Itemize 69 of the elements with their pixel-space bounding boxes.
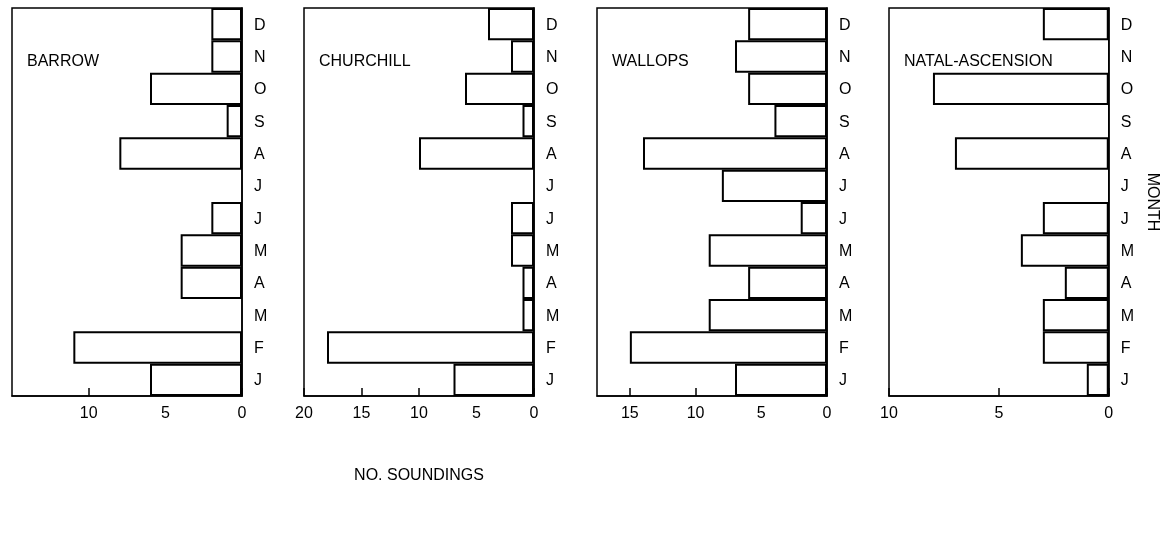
y-tick-label: D bbox=[546, 15, 558, 33]
y-tick-label: M bbox=[546, 306, 560, 324]
y-tick-label: A bbox=[546, 274, 558, 292]
text: WALLOPS bbox=[611, 51, 689, 69]
text: NATAL-ASCENSION bbox=[903, 51, 1053, 69]
y-tick-label: J bbox=[546, 177, 555, 195]
x-tick-label: 0 bbox=[237, 403, 247, 421]
y-tick-label: N bbox=[838, 48, 851, 65]
y-tick-label: D bbox=[838, 15, 851, 33]
y-tick-label: F bbox=[546, 339, 557, 356]
y-axis-title: MONTH bbox=[1144, 172, 1162, 232]
x-tick-label: 5 bbox=[472, 403, 482, 421]
y-tick-label: A bbox=[838, 145, 850, 162]
y-tick-label: M bbox=[838, 306, 852, 324]
y-tick-label: J bbox=[1120, 209, 1129, 227]
y-tick-label: A bbox=[1120, 274, 1132, 292]
x-tick-label: 5 bbox=[160, 403, 170, 421]
x-tick-label: 15 bbox=[620, 403, 639, 421]
x-tick-label: 10 bbox=[79, 403, 98, 421]
y-tick-label: S bbox=[254, 112, 265, 130]
x-tick-label: 0 bbox=[822, 403, 832, 421]
y-tick-label: O bbox=[254, 80, 267, 98]
y-tick-label: J bbox=[546, 209, 555, 227]
y-tick-label: D bbox=[1120, 15, 1133, 33]
y-tick-label: J bbox=[254, 177, 262, 195]
y-tick-label: M bbox=[254, 242, 268, 259]
y-tick-label: M bbox=[838, 242, 852, 259]
y-tick-label: A bbox=[254, 274, 265, 292]
x-tick-label: 10 bbox=[686, 403, 705, 421]
y-tick-label: J bbox=[254, 371, 262, 389]
text: BARROW bbox=[27, 51, 100, 69]
text: CHURCHILL bbox=[319, 51, 411, 69]
x-tick-label: 5 bbox=[756, 403, 766, 421]
y-tick-label: M bbox=[546, 242, 560, 259]
y-tick-label: J bbox=[1120, 371, 1129, 389]
y-tick-label: O bbox=[1120, 80, 1133, 98]
y-tick-label: A bbox=[546, 145, 558, 162]
y-tick-label: A bbox=[1120, 145, 1132, 162]
y-tick-label: F bbox=[1120, 339, 1131, 356]
x-tick-label: 20 bbox=[295, 403, 314, 421]
y-tick-label: F bbox=[254, 339, 264, 356]
y-tick-label: N bbox=[546, 48, 558, 65]
y-tick-label: J bbox=[1120, 177, 1129, 195]
y-tick-label: J bbox=[546, 371, 555, 389]
y-tick-label: S bbox=[838, 112, 850, 130]
x-tick-label: 5 bbox=[994, 403, 1004, 421]
y-tick-label: J bbox=[838, 209, 847, 227]
y-tick-label: J bbox=[838, 177, 847, 195]
y-tick-label: M bbox=[1120, 306, 1134, 324]
y-tick-label: N bbox=[1120, 48, 1133, 65]
y-tick-label: J bbox=[838, 371, 847, 389]
y-tick-label: J bbox=[254, 209, 262, 227]
x-axis-title: NO. SOUNDINGS bbox=[354, 465, 485, 483]
y-tick-label: M bbox=[1120, 242, 1134, 259]
y-tick-label: O bbox=[546, 80, 559, 98]
y-tick-label: O bbox=[838, 80, 851, 98]
y-tick-label: S bbox=[546, 112, 557, 130]
x-tick-label: 0 bbox=[1104, 403, 1114, 421]
x-tick-label: 10 bbox=[410, 403, 429, 421]
y-tick-label: A bbox=[254, 145, 265, 162]
x-tick-label: 15 bbox=[352, 403, 371, 421]
y-tick-label: D bbox=[254, 15, 266, 33]
x-tick-label: 10 bbox=[879, 403, 898, 421]
y-tick-label: F bbox=[838, 339, 849, 356]
y-tick-label: N bbox=[254, 48, 266, 65]
y-tick-label: A bbox=[838, 274, 850, 292]
x-tick-label: 0 bbox=[529, 403, 539, 421]
y-tick-label: M bbox=[254, 306, 268, 324]
y-tick-label: S bbox=[1120, 112, 1132, 130]
